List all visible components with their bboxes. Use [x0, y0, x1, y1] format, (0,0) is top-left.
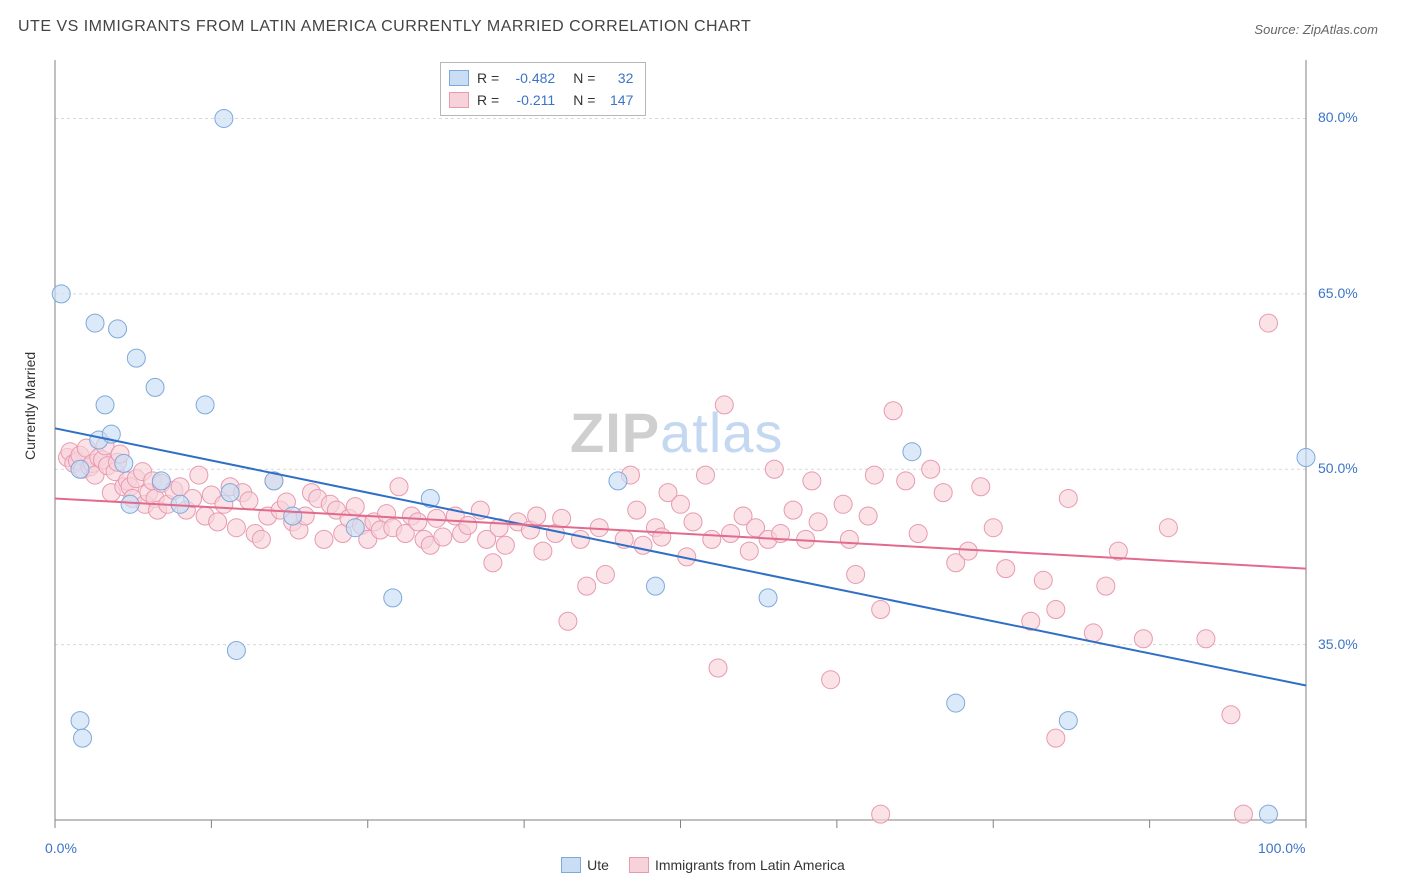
n-value: 32: [603, 70, 633, 86]
y-tick-label: 50.0%: [1318, 460, 1364, 476]
y-tick-label: 80.0%: [1318, 109, 1364, 125]
legend-item: Immigrants from Latin America: [629, 857, 845, 873]
r-value: -0.482: [507, 70, 555, 86]
grid-lines: [55, 118, 1306, 644]
legend-swatch: [449, 70, 469, 86]
n-label: N =: [573, 70, 595, 86]
legend-item-label: Immigrants from Latin America: [655, 857, 845, 873]
y-tick-label: 35.0%: [1318, 636, 1364, 652]
correlation-legend: R = -0.482 N = 32 R = -0.211 N = 147: [440, 62, 646, 116]
r-label: R =: [477, 92, 499, 108]
legend-item-label: Ute: [587, 857, 609, 873]
scatter-plot-svg: [0, 0, 1406, 892]
series-legend: Ute Immigrants from Latin America: [0, 857, 1406, 876]
r-label: R =: [477, 70, 499, 86]
axes: [55, 60, 1306, 820]
legend-stat-row: R = -0.211 N = 147: [449, 89, 633, 111]
chart-container: UTE VS IMMIGRANTS FROM LATIN AMERICA CUR…: [0, 0, 1406, 892]
r-value: -0.211: [507, 92, 555, 108]
legend-stat-row: R = -0.482 N = 32: [449, 67, 633, 89]
n-value: 147: [603, 92, 633, 108]
legend-item: Ute: [561, 857, 609, 873]
series-latin-points: [59, 314, 1278, 823]
legend-swatch: [561, 857, 581, 873]
legend-swatch: [629, 857, 649, 873]
n-label: N =: [573, 92, 595, 108]
legend-swatch: [449, 92, 469, 108]
x-tick-label-min: 0.0%: [45, 840, 77, 856]
x-tick-label-max: 100.0%: [1258, 840, 1305, 856]
x-ticks: [55, 820, 1306, 828]
y-tick-label: 65.0%: [1318, 285, 1364, 301]
